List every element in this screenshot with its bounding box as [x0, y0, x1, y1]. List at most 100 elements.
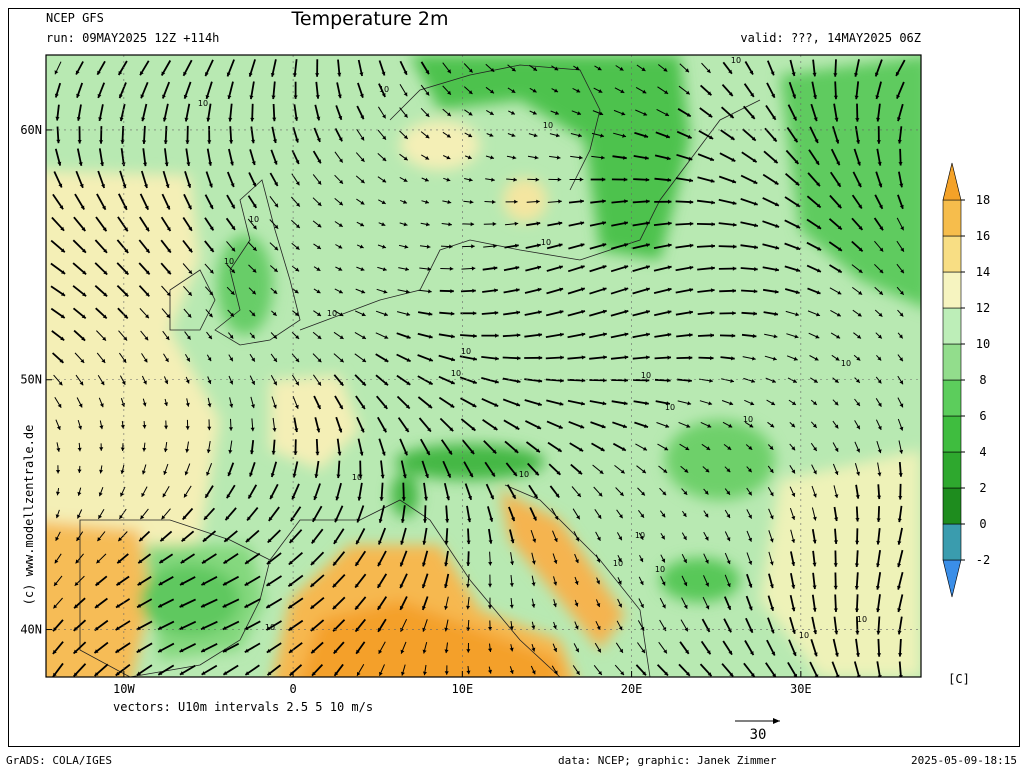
wind-arrow-head	[136, 626, 141, 630]
wind-arrow-head	[56, 139, 61, 144]
wind-arrow-head	[166, 205, 170, 210]
wind-arrow-head	[403, 178, 408, 182]
wind-arrow-head	[74, 604, 79, 609]
wind-arrow-head	[792, 652, 797, 656]
wind-arrow-head	[187, 183, 192, 188]
wind-arrow-head	[119, 117, 124, 122]
wind-arrow-head	[136, 671, 141, 676]
wind-arrow-head	[666, 156, 671, 161]
lon-tick-label: 10W	[113, 682, 135, 696]
wind-arrow-head	[184, 117, 189, 122]
wind-arrow-head	[751, 379, 755, 383]
wind-arrow-head	[856, 471, 860, 476]
wind-arrow-head	[403, 200, 407, 204]
wind-arrow-head	[554, 515, 559, 520]
wind-arrow-head	[601, 155, 605, 160]
wind-arrow-head	[425, 91, 430, 96]
wind-arrow-head	[558, 243, 563, 248]
wind-arrow-head	[228, 427, 233, 431]
wind-arrow-head	[444, 605, 449, 610]
wind-arrow-head	[664, 671, 668, 676]
wind-arrow-head	[267, 671, 272, 676]
wind-arrow-head	[710, 288, 715, 293]
wind-arrow-head	[516, 310, 520, 315]
wind-arrow-head	[598, 671, 602, 675]
wind-arrow-head	[449, 266, 454, 271]
wind-arrow-head	[60, 226, 65, 231]
wind-arrow-head	[513, 472, 517, 476]
wind-arrow-head	[158, 648, 163, 653]
wind-arrow-head	[814, 674, 819, 677]
wind-arrow-head	[575, 66, 580, 70]
wind-arrow-head	[619, 648, 623, 653]
wind-arrow-head	[428, 289, 432, 294]
wind-arrow-head	[579, 155, 583, 160]
wind-arrow-head	[771, 93, 775, 98]
wind-arrow-head	[356, 540, 360, 545]
wind-arrow-head	[511, 89, 516, 93]
model-name: NCEP GFS	[46, 11, 104, 25]
wind-arrow-head	[791, 562, 796, 566]
wind-arrow-head	[466, 649, 471, 653]
wind-arrow-head	[617, 580, 622, 585]
wind-arrow-head	[99, 403, 104, 408]
wind-arrow-head	[617, 558, 622, 562]
wind-arrow-head	[531, 647, 536, 652]
wind-arrow-head	[517, 356, 521, 361]
wind-arrow-head	[339, 312, 344, 316]
wind-arrow-head	[425, 134, 430, 139]
wind-arrow-head	[160, 537, 165, 542]
wind-arrow-head	[55, 491, 60, 496]
wind-arrow-head	[317, 180, 322, 185]
wind-arrow-head	[274, 203, 279, 208]
wind-arrow-head	[791, 629, 796, 634]
wind-arrow-head	[54, 93, 59, 98]
wind-arrow-head	[711, 244, 715, 249]
wind-arrow-head	[795, 181, 800, 186]
wind-arrow-head	[158, 581, 163, 586]
wind-arrow-head	[709, 378, 713, 383]
wind-arrow-head	[623, 401, 628, 406]
wind-arrow-head	[495, 356, 499, 361]
wind-arrow-head	[99, 469, 104, 474]
wind-arrow-head	[204, 515, 208, 520]
wind-arrow-head	[899, 183, 904, 188]
wind-arrow-head	[732, 201, 737, 205]
wind-arrow-head	[117, 559, 122, 564]
wind-arrow-head	[208, 313, 213, 318]
wind-arrow-head	[137, 603, 142, 608]
wind-arrow-head	[774, 202, 779, 206]
wind-arrow-head	[403, 156, 408, 161]
wind-arrow-head	[624, 243, 628, 247]
wind-arrow-head	[796, 224, 801, 229]
wind-arrow-head	[273, 160, 278, 165]
wind-arrow-head	[339, 335, 344, 339]
wind-arrow-head	[124, 248, 129, 253]
wind-arrow-head	[95, 604, 99, 608]
wind-arrow-head	[428, 334, 433, 339]
wind-arrow-head	[273, 357, 277, 362]
wind-arrow-head	[119, 94, 123, 99]
wind-arrow-head	[812, 585, 817, 589]
wind-arrow-head	[813, 95, 817, 99]
wind-arrow-head	[252, 203, 257, 208]
colorbar-tick-label: 6	[979, 409, 986, 423]
wind-arrow-head	[897, 585, 901, 590]
wind-arrow-head	[185, 402, 190, 407]
wind-arrow-head	[834, 401, 839, 406]
wind-arrow-head	[399, 584, 404, 589]
wind-arrow-head	[816, 290, 821, 295]
wind-arrow-head	[793, 138, 798, 143]
wind-arrow-head	[99, 447, 104, 451]
figure-border	[8, 8, 1020, 747]
wind-arrow-head	[857, 312, 862, 317]
wind-arrow-head	[897, 540, 902, 545]
wind-arrow-head	[749, 423, 754, 428]
wind-arrow-head	[223, 671, 228, 675]
wind-arrow-head	[748, 537, 752, 542]
wind-arrow-head	[618, 626, 623, 631]
wind-arrow-head	[382, 428, 387, 433]
wind-arrow-head	[55, 514, 60, 519]
wind-arrow-head	[620, 89, 625, 93]
wind-arrow-head	[207, 403, 212, 408]
